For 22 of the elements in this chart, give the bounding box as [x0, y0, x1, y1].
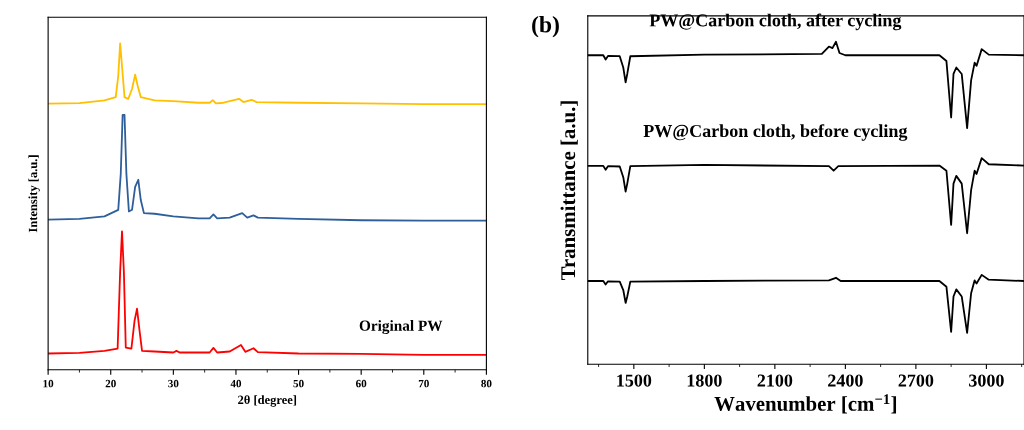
series-label: PW@Carbon cloth, before cycling [643, 124, 908, 141]
x-tick-label: 2100 [757, 374, 793, 387]
x-tick-label: 80 [481, 379, 492, 388]
x-tick-label: 60 [356, 379, 367, 388]
x-tick-label: 1500 [617, 374, 652, 387]
x-tick-label: 70 [418, 379, 429, 388]
x-tick-label: 10 [43, 379, 54, 388]
chart-title: (b) [532, 15, 559, 38]
x-tick-label: 2700 [898, 374, 934, 387]
x-axis-title: Wavenumber [cm$^{−1}$] [714, 394, 897, 414]
y-axis-title: Transmittance [a.u.] [560, 101, 578, 281]
x-tick-label: 40 [230, 379, 242, 388]
x-tick-label: 2400 [828, 374, 863, 387]
x-tick-label: 50 [293, 379, 304, 388]
x-tick-label: 1800 [687, 374, 722, 387]
series-label: Original PW [359, 320, 443, 335]
y-axis-title: Intensity [a.u.] [28, 155, 40, 233]
series-label: PW@Carbon cloth, after cycling [649, 13, 902, 31]
x-axis-title: 2θ [degree] [238, 395, 297, 407]
x-tick-label: 30 [168, 379, 179, 388]
x-tick-label: 3000 [969, 374, 1004, 387]
x-tick-label: 20 [105, 379, 116, 388]
